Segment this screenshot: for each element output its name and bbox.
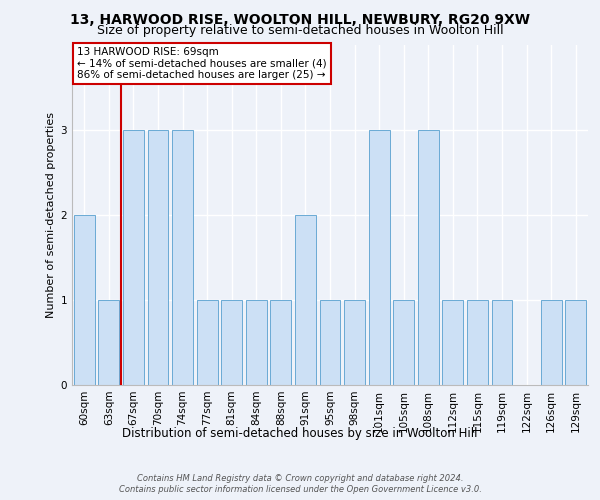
Bar — [197, 300, 218, 385]
Bar — [368, 130, 389, 385]
Bar — [442, 300, 463, 385]
Bar — [74, 215, 95, 385]
Bar — [344, 300, 365, 385]
Text: Distribution of semi-detached houses by size in Woolton Hill: Distribution of semi-detached houses by … — [122, 428, 478, 440]
Text: Size of property relative to semi-detached houses in Woolton Hill: Size of property relative to semi-detach… — [97, 24, 503, 37]
Bar — [295, 215, 316, 385]
Text: 13, HARWOOD RISE, WOOLTON HILL, NEWBURY, RG20 9XW: 13, HARWOOD RISE, WOOLTON HILL, NEWBURY,… — [70, 12, 530, 26]
Bar — [467, 300, 488, 385]
Bar — [320, 300, 340, 385]
Bar — [172, 130, 193, 385]
Bar — [221, 300, 242, 385]
Bar — [565, 300, 586, 385]
Bar — [541, 300, 562, 385]
Y-axis label: Number of semi-detached properties: Number of semi-detached properties — [46, 112, 56, 318]
Bar — [393, 300, 414, 385]
Bar — [246, 300, 267, 385]
Bar — [418, 130, 439, 385]
Text: Contains public sector information licensed under the Open Government Licence v3: Contains public sector information licen… — [119, 485, 481, 494]
Text: 13 HARWOOD RISE: 69sqm
← 14% of semi-detached houses are smaller (4)
86% of semi: 13 HARWOOD RISE: 69sqm ← 14% of semi-det… — [77, 46, 327, 80]
Bar — [148, 130, 169, 385]
Bar — [271, 300, 292, 385]
Text: Contains HM Land Registry data © Crown copyright and database right 2024.: Contains HM Land Registry data © Crown c… — [137, 474, 463, 483]
Bar — [98, 300, 119, 385]
Bar — [491, 300, 512, 385]
Bar — [123, 130, 144, 385]
